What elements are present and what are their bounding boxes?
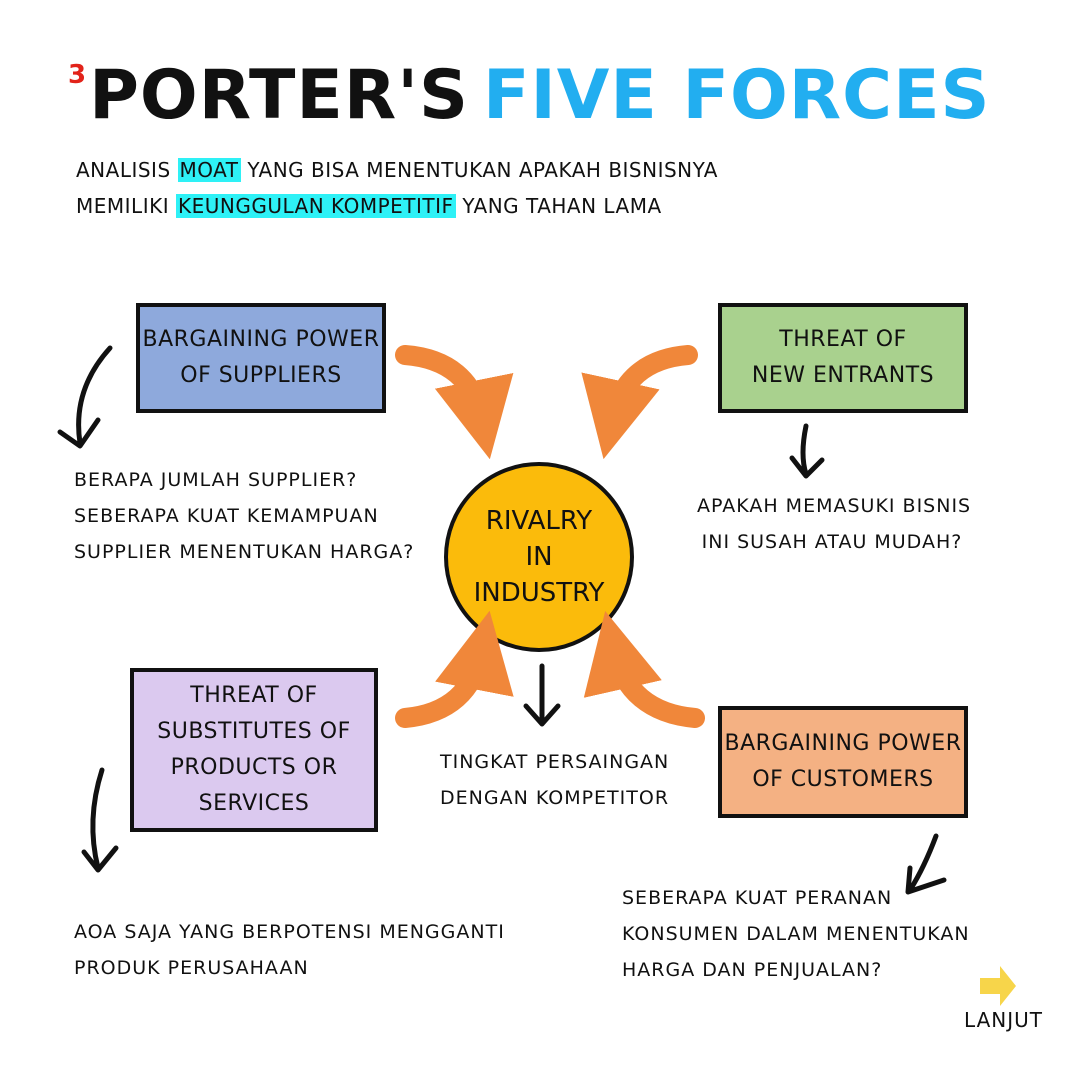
note-new-entrants: APAKAH MEMASUKI BISNIS INI SUSAH ATAU MU… [697,488,972,560]
page-title: 3PORTER'S FIVE FORCES [68,62,991,130]
highlight-moat: MOAT [177,158,241,182]
box-customers: BARGAINING POWER OF CUSTOMERS [718,706,968,818]
box-substitutes-line3: PRODUCTS OR [170,755,338,780]
note-line: AOA SAJA YANG BERPOTENSI MENGGANTI [74,921,505,943]
box-substitutes-line2: SUBSTITUTES OF [157,719,351,744]
box-new-entrants-line1: THREAT OF [779,327,907,352]
highlight-competitive-advantage: KEUNGGULAN KOMPETITIF [175,194,456,218]
note-suppliers: BERAPA JUMLAH SUPPLIER? SEBERAPA KUAT KE… [74,462,414,570]
subtitle-line2: MEMILIKI KEUNGGULAN KOMPETITIF YANG TAHA… [76,188,718,224]
box-new-entrants-line2: NEW ENTRANTS [751,363,935,388]
note-rivalry: TINGKAT PERSAINGAN DENGAN KOMPETITOR [440,744,669,816]
box-substitutes-line4: SERVICES [198,791,310,816]
down-arrow-substitutes-icon [81,767,119,873]
note-line: HARGA DAN PENJUALAN? [622,959,883,981]
subtitle-line1: ANALISIS MOAT YANG BISA MENENTUKAN APAKA… [76,152,718,188]
note-line: SEBERAPA KUAT PERANAN [622,887,893,909]
down-arrow-suppliers-icon [57,345,113,449]
down-arrow-new-entrants-icon [789,423,825,479]
note-line: DENGAN KOMPETITOR [440,787,670,809]
box-suppliers: BARGAINING POWER OF SUPPLIERS [136,303,386,413]
rivalry-line3: INDUSTRY [473,578,605,608]
title-part2: FIVE FORCES [483,56,991,135]
curved-arrow-new-entrants-icon [581,345,698,460]
note-line: TINGKAT PERSAINGAN [440,751,670,773]
note-line: BERAPA JUMLAH SUPPLIER? [74,469,358,491]
curved-arrow-substitutes-icon [395,610,514,728]
note-line: APAKAH MEMASUKI BISNIS [697,495,972,517]
rivalry-line2: IN [525,542,553,572]
box-suppliers-line2: OF SUPPLIERS [180,363,342,388]
box-substitutes: THREAT OF SUBSTITUTES OF PRODUCTS OR SER… [130,668,378,832]
curved-arrow-customers-icon [583,610,705,728]
note-line: KONSUMEN DALAM MENENTUKAN [622,923,970,945]
title-part1: PORTER'S [89,56,470,135]
box-suppliers-line1: BARGAINING POWER [142,327,380,352]
page-number: 3 [68,60,88,90]
note-customers: SEBERAPA KUAT PERANAN KONSUMEN DALAM MEN… [622,880,970,988]
note-line: SUPPLIER MENENTUKAN HARGA? [74,541,415,563]
note-line: PRODUK PERUSAHAAN [74,957,309,979]
box-substitutes-line1: THREAT OF [190,683,318,708]
box-customers-line1: BARGAINING POWER [724,731,962,756]
down-arrow-rivalry-icon [523,663,561,727]
note-line: INI SUSAH ATAU MUDAH? [701,531,963,553]
down-arrow-customers-icon [905,833,947,895]
subtitle-text: ANALISIS [76,158,178,182]
note-line: SEBERAPA KUAT KEMAMPUAN [74,505,379,527]
curved-arrow-suppliers-icon [395,345,514,460]
box-new-entrants: THREAT OF NEW ENTRANTS [718,303,968,413]
subtitle-text: MEMILIKI [76,194,176,218]
arrow-right-icon[interactable] [980,966,1016,1006]
note-substitutes: AOA SAJA YANG BERPOTENSI MENGGANTI PRODU… [74,914,505,986]
subtitle-text: YANG TAHAN LAMA [455,194,662,218]
subtitle: ANALISIS MOAT YANG BISA MENENTUKAN APAKA… [76,152,718,224]
subtitle-text: YANG BISA MENENTUKAN APAKAH BISNISNYA [240,158,718,182]
next-button[interactable]: LANJUT [964,1008,1043,1032]
box-customers-line2: OF CUSTOMERS [752,767,934,792]
rivalry-line1: RIVALRY [485,506,593,536]
